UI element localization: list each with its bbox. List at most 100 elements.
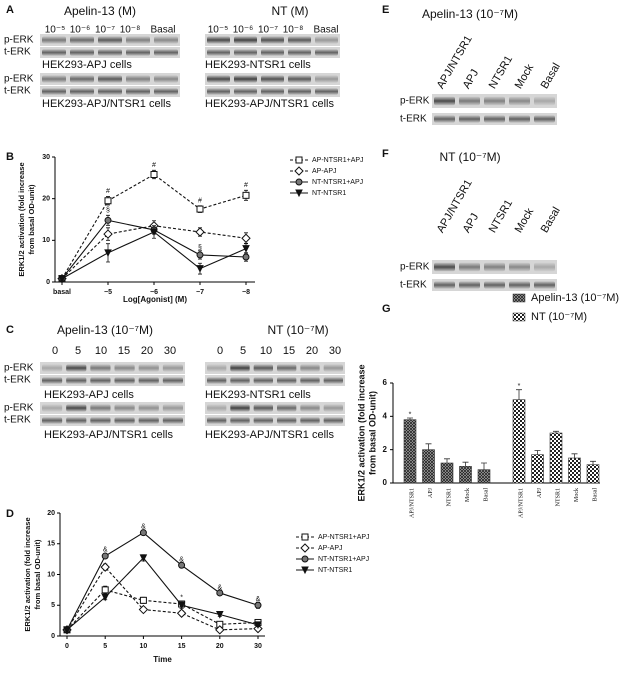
panel-label: B bbox=[6, 151, 14, 163]
legend-label: NT-NTSR1+APJ bbox=[312, 179, 363, 186]
blot-band bbox=[261, 49, 284, 56]
blot-band bbox=[98, 36, 122, 44]
blot-band bbox=[138, 377, 159, 384]
legend-label: Apelin-13 (10⁻⁷M) bbox=[531, 292, 619, 304]
blot-band bbox=[42, 417, 63, 424]
lane-label: NTSR1 bbox=[487, 198, 515, 235]
blot-band bbox=[207, 377, 227, 384]
cell-line-label: HEK293-NTSR1 cells bbox=[205, 59, 311, 71]
blot-band bbox=[230, 377, 250, 384]
y-tick-label: 15 bbox=[47, 541, 55, 548]
blot-band bbox=[114, 404, 135, 412]
legend-label: AP-APJ bbox=[318, 545, 343, 552]
blot-band bbox=[154, 49, 178, 56]
y-tick-label: 10 bbox=[47, 571, 55, 578]
blot-band bbox=[234, 49, 257, 56]
blot-band bbox=[207, 75, 230, 83]
y-tick-label: 2 bbox=[383, 445, 388, 454]
blot-band bbox=[70, 88, 94, 95]
lane-label: 15 bbox=[283, 345, 295, 357]
annotation: & bbox=[103, 547, 108, 554]
blot-band bbox=[90, 364, 111, 372]
blot-band bbox=[534, 115, 555, 123]
y-tick-label: 0 bbox=[51, 633, 55, 640]
marker bbox=[196, 251, 204, 259]
y-axis-label: from basal OD-unit) bbox=[33, 539, 42, 610]
lane-label: 10⁻⁸ bbox=[120, 25, 141, 36]
cell-line-label: HEK293-APJ/NTSR1 cells bbox=[44, 429, 173, 441]
blot-row-label: p-ERK bbox=[400, 262, 430, 273]
blot-band bbox=[459, 281, 480, 289]
bar bbox=[440, 462, 454, 484]
lane-label: 10⁻⁶ bbox=[70, 25, 91, 36]
lane-label: 10⁻⁵ bbox=[208, 25, 229, 36]
blot-band bbox=[509, 96, 530, 106]
blot-band bbox=[234, 88, 257, 95]
blot-row-label: p-ERK bbox=[4, 403, 34, 414]
marker bbox=[177, 601, 186, 610]
blot-title: Apelin-13 (10⁻⁷M) bbox=[57, 323, 153, 337]
marker bbox=[196, 205, 204, 213]
marker bbox=[139, 529, 147, 537]
blot-row-label: t-ERK bbox=[4, 47, 31, 58]
blot-band bbox=[207, 88, 230, 95]
legend-marker bbox=[301, 555, 309, 563]
blot-band bbox=[42, 88, 66, 95]
lane-label: 30 bbox=[164, 345, 176, 357]
blot-band bbox=[509, 262, 530, 272]
blot-band bbox=[300, 377, 320, 384]
lane-label: Mock bbox=[513, 206, 537, 235]
blot-band bbox=[138, 404, 159, 412]
panel-label: C bbox=[6, 324, 14, 336]
bar bbox=[549, 432, 563, 484]
marker bbox=[138, 604, 149, 615]
x-tick-label: 10 bbox=[140, 643, 148, 650]
blot-band bbox=[126, 88, 150, 95]
blot-band bbox=[154, 75, 178, 83]
blot-band bbox=[162, 417, 183, 424]
blot-row-label: p-ERK bbox=[4, 363, 34, 374]
blot-band bbox=[459, 96, 480, 106]
blot-band bbox=[484, 96, 505, 106]
lane-label: 10 bbox=[95, 345, 107, 357]
blot-band bbox=[253, 377, 273, 384]
blot-band bbox=[434, 262, 455, 272]
marker bbox=[216, 589, 224, 597]
legend-marker bbox=[301, 533, 309, 541]
blot-band bbox=[126, 75, 150, 83]
lane-label: APJ bbox=[461, 211, 481, 234]
annotation: § bbox=[106, 207, 110, 214]
error-bar bbox=[425, 443, 432, 450]
bar bbox=[531, 454, 544, 484]
blot-title: NT (10⁻⁷M) bbox=[267, 323, 328, 337]
x-tick-label: −8 bbox=[242, 289, 250, 296]
x-tick-label: −6 bbox=[150, 289, 158, 296]
lane-label: 0 bbox=[52, 345, 58, 357]
blot-band bbox=[90, 404, 111, 412]
marker bbox=[139, 596, 147, 604]
blot-band bbox=[90, 417, 111, 424]
blot-band bbox=[277, 417, 297, 424]
blot-band bbox=[42, 364, 63, 372]
y-tick-label: 5 bbox=[51, 602, 55, 609]
x-tick-label: −5 bbox=[104, 289, 112, 296]
cell-line-label: HEK293-NTSR1 cells bbox=[205, 389, 311, 401]
cell-line-label: HEK293-APJ/NTSR1 cells bbox=[205, 98, 334, 110]
blot-band bbox=[70, 75, 94, 83]
blot-band bbox=[66, 364, 87, 372]
x-tick-label: APJ bbox=[428, 487, 434, 498]
blot-band bbox=[300, 364, 320, 372]
blot-band bbox=[459, 262, 480, 272]
blot-band bbox=[162, 377, 183, 384]
blot-band bbox=[300, 404, 320, 412]
marker bbox=[104, 216, 112, 224]
x-tick-label: NTSR1 bbox=[446, 488, 452, 506]
legend-label: AP-NTSR1+APJ bbox=[312, 157, 364, 164]
blot-band bbox=[114, 417, 135, 424]
blot-band bbox=[98, 88, 122, 95]
x-tick-label: Mock bbox=[465, 488, 471, 502]
legend-label: NT-NTSR1 bbox=[312, 190, 346, 197]
annotation: & bbox=[217, 584, 222, 591]
blot-row-label: t-ERK bbox=[4, 86, 31, 97]
lane-label: 20 bbox=[306, 345, 318, 357]
